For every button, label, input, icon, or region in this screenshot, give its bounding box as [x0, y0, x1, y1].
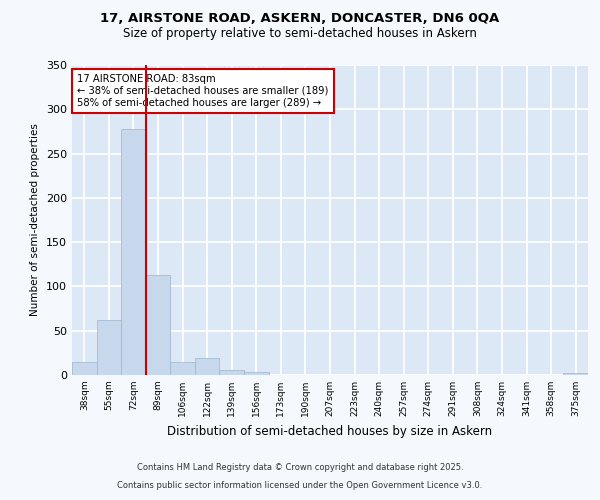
Text: 17, AIRSTONE ROAD, ASKERN, DONCASTER, DN6 0QA: 17, AIRSTONE ROAD, ASKERN, DONCASTER, DN…	[100, 12, 500, 26]
Bar	[97, 320, 121, 375]
Text: Contains public sector information licensed under the Open Government Licence v3: Contains public sector information licen…	[118, 481, 482, 490]
Bar	[244, 372, 269, 375]
Text: Size of property relative to semi-detached houses in Askern: Size of property relative to semi-detach…	[123, 28, 477, 40]
Y-axis label: Number of semi-detached properties: Number of semi-detached properties	[31, 124, 40, 316]
Text: Contains HM Land Registry data © Crown copyright and database right 2025.: Contains HM Land Registry data © Crown c…	[137, 464, 463, 472]
Bar	[121, 129, 146, 375]
Bar	[170, 362, 195, 375]
Bar	[72, 362, 97, 375]
Bar	[146, 275, 170, 375]
Bar	[220, 370, 244, 375]
Bar	[195, 358, 220, 375]
Text: 17 AIRSTONE ROAD: 83sqm
← 38% of semi-detached houses are smaller (189)
58% of s: 17 AIRSTONE ROAD: 83sqm ← 38% of semi-de…	[77, 74, 329, 108]
X-axis label: Distribution of semi-detached houses by size in Askern: Distribution of semi-detached houses by …	[167, 424, 493, 438]
Bar	[563, 373, 588, 375]
